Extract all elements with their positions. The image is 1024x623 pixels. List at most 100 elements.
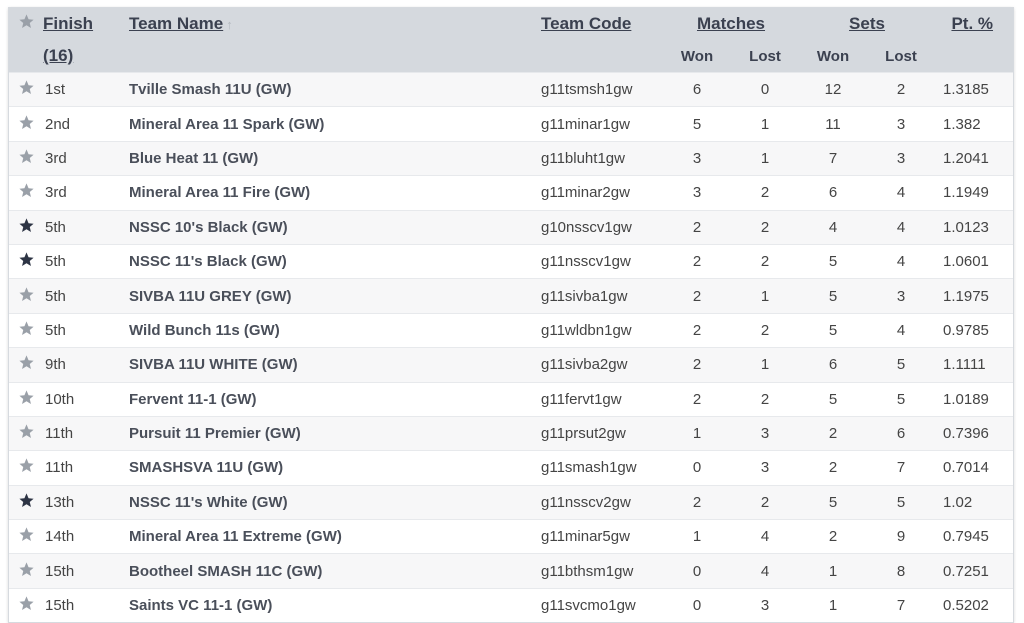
sets-won-cell: 4 (799, 209, 867, 245)
team-name-cell[interactable]: Fervent 11-1 (GW) (129, 381, 541, 417)
favorite-star-icon[interactable] (18, 320, 35, 337)
header-finish-count[interactable]: (16) (43, 40, 129, 73)
team-name-cell[interactable]: NSSC 11's Black (GW) (129, 243, 541, 279)
team-code-cell: g11sivba1gw (541, 278, 663, 314)
pt-pct-cell: 1.0601 (935, 243, 1014, 279)
team-name-cell[interactable]: SMASHSVA 11U (GW) (129, 450, 541, 486)
team-name-cell[interactable]: Tville Smash 11U (GW) (129, 71, 541, 107)
matches-won-cell: 2 (663, 312, 731, 348)
header-team-name[interactable]: Team Name ↑ (129, 8, 541, 40)
matches-sort-link[interactable]: Matches (696, 14, 766, 33)
favorite-star-icon[interactable] (18, 526, 35, 543)
team-name-cell[interactable]: Bootheel SMASH 11C (GW) (129, 553, 541, 589)
sets-lost-cell: 5 (867, 381, 936, 417)
matches-won-cell: 2 (663, 484, 731, 520)
sets-lost-cell: 3 (867, 140, 936, 176)
team-code-cell: g11tsmsh1gw (541, 71, 663, 107)
favorite-star-icon[interactable] (18, 423, 35, 440)
matches-won-cell: 3 (663, 175, 731, 211)
sets-won-cell: 12 (799, 71, 867, 107)
matches-lost-cell: 4 (731, 519, 799, 554)
pt-pct-cell: 1.382 (935, 106, 1014, 142)
team-name-cell[interactable]: Pursuit 11 Premier (GW) (129, 415, 541, 451)
table-row: 5th Wild Bunch 11s (GW) g11wldbn1gw 2 2 5 4 0.9… (9, 312, 1014, 348)
favorite-star-icon[interactable] (18, 457, 35, 474)
header-sets[interactable]: Sets (799, 8, 935, 40)
pt-pct-cell: 1.0123 (935, 209, 1014, 245)
table-row: 1st Tville Smash 11U (GW) g11tsmsh1gw 6 0 12 2… (9, 71, 1014, 107)
favorite-star-icon[interactable] (18, 182, 35, 199)
sets-sort-link[interactable]: Sets (849, 14, 885, 33)
team-name-cell[interactable]: NSSC 10's Black (GW) (129, 209, 541, 245)
sets-won-cell: 5 (799, 243, 867, 279)
pt-pct-cell: 1.1949 (935, 175, 1014, 211)
team-code-cell: g11wldbn1gw (541, 312, 663, 348)
finish-sort-link[interactable]: Finish (43, 14, 94, 33)
matches-lost-cell: 1 (731, 278, 799, 314)
matches-lost-cell: 2 (731, 243, 799, 279)
team-name-cell[interactable]: Saints VC 11-1 (GW) (129, 587, 541, 623)
header-matches-lost: Lost (749, 47, 781, 65)
header-row-sub: (16) Won Lost Won Lost (9, 40, 1014, 73)
header-sub-blank-pt (935, 40, 1013, 73)
sets-won-cell: 5 (799, 381, 867, 417)
header-team-code[interactable]: Team Code (541, 8, 663, 40)
matches-lost-cell: 2 (731, 381, 799, 417)
pt-pct-cell: 0.5202 (935, 587, 1014, 623)
favorite-star-icon[interactable] (18, 114, 35, 131)
favorite-star-icon[interactable] (18, 217, 35, 234)
sets-won-cell: 2 (799, 415, 867, 451)
matches-won-cell: 6 (663, 71, 731, 107)
sets-lost-cell: 5 (867, 347, 936, 383)
header-pt-pct[interactable]: Pt. % (935, 8, 1013, 40)
favorite-star-icon[interactable] (18, 492, 35, 509)
pt-pct-sort-link[interactable]: Pt. % (951, 14, 994, 33)
table-header: Finish Team Name ↑ Team Code Matches Sets… (9, 8, 1014, 73)
matches-lost-cell: 1 (731, 347, 799, 383)
team-code-cell: g11minar2gw (541, 175, 663, 211)
team-name-cell[interactable]: Mineral Area 11 Fire (GW) (129, 175, 541, 211)
star-cell (9, 175, 43, 211)
team-code-sort-link[interactable]: Team Code (541, 14, 632, 33)
matches-won-cell: 2 (663, 347, 731, 383)
team-name-cell[interactable]: Wild Bunch 11s (GW) (129, 312, 541, 348)
favorite-star-icon[interactable] (18, 354, 35, 371)
team-name-cell[interactable]: Mineral Area 11 Spark (GW) (129, 106, 541, 142)
matches-lost-cell: 1 (731, 140, 799, 176)
finish-count-link[interactable]: (16) (43, 46, 74, 65)
favorite-star-icon[interactable] (18, 595, 35, 612)
standings-panel: Finish Team Name ↑ Team Code Matches Sets… (8, 7, 1014, 623)
favorite-star-icon[interactable] (18, 251, 35, 268)
team-name-cell[interactable]: SIVBA 11U WHITE (GW) (129, 347, 541, 383)
favorite-star-icon[interactable] (18, 79, 35, 96)
favorite-star-icon[interactable] (18, 561, 35, 578)
team-name-cell[interactable]: NSSC 11's White (GW) (129, 484, 541, 520)
matches-won-cell: 2 (663, 381, 731, 417)
matches-won-cell: 2 (663, 243, 731, 279)
standings-table: Finish Team Name ↑ Team Code Matches Sets… (9, 8, 1014, 623)
finish-cell: 13th (43, 484, 129, 520)
pt-pct-cell: 0.9785 (935, 312, 1014, 348)
sets-lost-cell: 4 (867, 243, 936, 279)
team-name-cell[interactable]: SIVBA 11U GREY (GW) (129, 278, 541, 314)
favorite-star-icon[interactable] (18, 389, 35, 406)
favorite-star-icon[interactable] (18, 286, 35, 303)
table-row: 5th NSSC 11's Black (GW) g11nsscv1gw 2 2 5 4 1.… (9, 243, 1014, 279)
favorite-star-icon[interactable] (18, 148, 35, 165)
header-matches[interactable]: Matches (663, 8, 799, 40)
sets-lost-cell: 3 (867, 106, 936, 142)
header-finish[interactable]: Finish (43, 8, 129, 40)
team-name-sort-link[interactable]: Team Name (129, 14, 224, 33)
team-code-cell: g11sivba2gw (541, 347, 663, 383)
team-name-cell[interactable]: Blue Heat 11 (GW) (129, 140, 541, 176)
team-code-cell: g11nsscv1gw (541, 243, 663, 279)
table-row: 3rd Blue Heat 11 (GW) g11bluht1gw 3 1 7 3 1.204… (9, 140, 1014, 176)
finish-cell: 5th (43, 243, 129, 279)
star-cell (9, 553, 43, 589)
matches-won-cell: 1 (663, 415, 731, 451)
header-star-cell (9, 8, 43, 40)
matches-lost-cell: 3 (731, 415, 799, 451)
table-row: 10th Fervent 11-1 (GW) g11fervt1gw 2 2 5 5 1.01… (9, 381, 1014, 417)
star-cell (9, 71, 43, 107)
team-name-cell[interactable]: Mineral Area 11 Extreme (GW) (129, 519, 541, 554)
